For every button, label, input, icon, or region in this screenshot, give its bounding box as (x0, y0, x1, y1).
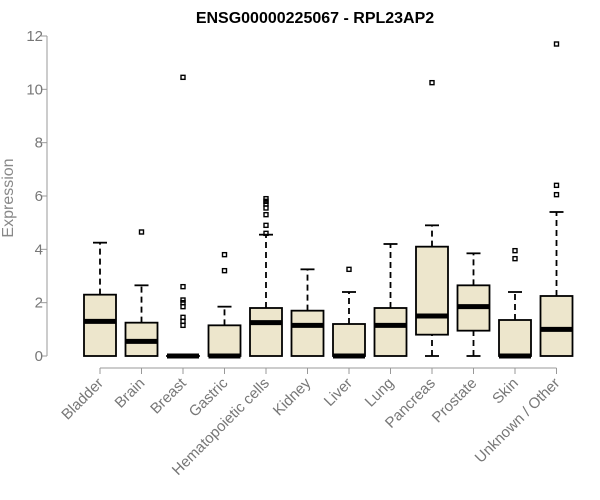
y-tick-label: 6 (35, 188, 43, 205)
x-tick-label: Breast (147, 374, 190, 417)
outlier-point (180, 314, 186, 321)
x-tick-label: Skin (489, 375, 522, 408)
box (207, 324, 242, 357)
box (415, 245, 449, 336)
x-tick-label: Prostate (429, 375, 481, 427)
outlier-point (553, 41, 560, 47)
x-tick-label: Lung (362, 375, 398, 411)
box (498, 319, 532, 357)
y-tick-label: 12 (26, 28, 43, 45)
outlier-point (512, 247, 518, 254)
outlier-point (221, 267, 228, 274)
outlier-point (553, 191, 560, 198)
outlier-point (263, 195, 269, 202)
y-tick-label: 10 (26, 81, 43, 98)
outlier-point (346, 266, 352, 273)
y-tick-label: 4 (35, 241, 43, 258)
outlier-point (429, 79, 435, 86)
x-tick-label: Bladder (58, 375, 107, 424)
outlier-point (180, 297, 186, 303)
y-tick-label: 2 (35, 295, 43, 312)
y-axis-label: Expression (0, 158, 17, 237)
box (332, 323, 366, 357)
y-axis: 0 2 4 6 8 10 12 (26, 28, 48, 365)
y-tick-label: 0 (35, 348, 43, 365)
outlier-point (512, 255, 518, 262)
box (290, 309, 325, 357)
box-group (456, 252, 491, 357)
chart-title: ENSG00000225067 - RPL23AP2 (196, 10, 434, 27)
box-group (124, 229, 159, 357)
x-tick-label: Brain (112, 375, 149, 412)
box-group (207, 251, 242, 359)
y-tick-label: 8 (35, 135, 43, 152)
box (83, 293, 117, 357)
box (539, 295, 574, 357)
x-tick-label: Liver (321, 375, 356, 410)
box-group (166, 74, 200, 359)
boxes (83, 41, 574, 359)
box-group (290, 268, 325, 357)
outlier-point (221, 251, 228, 258)
box-group (498, 247, 532, 359)
outlier-point (263, 230, 269, 237)
box-group (332, 266, 366, 359)
outlier-point (180, 74, 186, 81)
outlier-point (263, 211, 269, 218)
box-group (539, 41, 574, 357)
box-group (373, 243, 408, 357)
box-group (83, 241, 117, 357)
box (373, 307, 408, 357)
outlier-point (180, 283, 186, 290)
box (249, 307, 283, 357)
box-group (415, 79, 449, 357)
outlier-point (263, 222, 269, 229)
box-group (249, 195, 283, 357)
outlier-point (138, 229, 145, 235)
x-tick-label: Kidney (270, 374, 315, 419)
outlier-point (553, 182, 560, 189)
